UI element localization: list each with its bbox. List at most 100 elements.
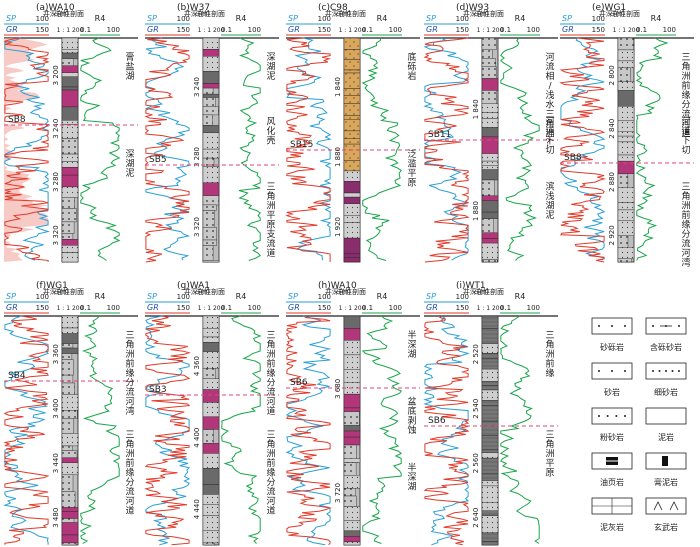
annotation: 三角洲平原 bbox=[545, 431, 554, 479]
depth-tick: 1 880 bbox=[334, 147, 342, 167]
sp-range-max: 100 bbox=[456, 293, 469, 301]
sp-curve bbox=[423, 37, 470, 261]
legend-item: 油页岩 bbox=[591, 452, 633, 487]
annotation-text: 风化壳 bbox=[266, 117, 275, 147]
panel-h: (h)WA10 SP GR 100 150 井深(m)岩性剖面 1 : 1 200 R4 0.1… bbox=[285, 281, 420, 546]
gr-range-max: 150 bbox=[592, 26, 605, 34]
surface-label: SB4 bbox=[8, 371, 26, 381]
well-depth-label: 井深(m) bbox=[463, 287, 490, 296]
panels-layer: (a)WA10 SP GR 100 150 井深(m) 岩性剖面 1 : 1 200 R4 0.1… bbox=[3, 3, 694, 546]
sp-curve bbox=[4, 37, 50, 261]
depth-tick: 3 400 bbox=[52, 399, 60, 419]
annotation: 风化壳 bbox=[266, 117, 275, 147]
gr-range-max: 150 bbox=[36, 26, 49, 34]
panel-title: (a)WA10 bbox=[36, 3, 75, 13]
sp-curve bbox=[423, 315, 470, 546]
annotation-text: 河道下切 bbox=[681, 116, 690, 156]
panel-title: (f)WG1 bbox=[36, 281, 68, 291]
sp-curve bbox=[3, 315, 49, 545]
panel-title: (g)WA1 bbox=[177, 281, 210, 291]
gr-label: GR bbox=[426, 303, 438, 312]
legend-swatch bbox=[591, 407, 633, 425]
gr-label: GR bbox=[288, 303, 300, 312]
depth-tick: 2 840 bbox=[608, 119, 616, 139]
sp-label: SP bbox=[288, 14, 298, 23]
depth-tick: 3 280 bbox=[52, 172, 60, 192]
r4-curve bbox=[221, 315, 262, 544]
scale-label: 1 : 1 200 bbox=[613, 27, 640, 34]
gr-curve bbox=[423, 315, 470, 546]
lithology-column bbox=[61, 315, 79, 546]
r4-label: R4 bbox=[236, 292, 247, 301]
annotation: 半深湖 bbox=[407, 462, 416, 493]
legend-swatch bbox=[645, 497, 687, 515]
sp-label: SP bbox=[288, 292, 298, 301]
legend-item: 含砾砂岩 bbox=[645, 317, 687, 352]
gr-range-max: 150 bbox=[36, 304, 49, 312]
legend-label: 砂砾岩 bbox=[600, 342, 624, 352]
annotation: 滨浅湖泥 bbox=[545, 180, 554, 221]
annotation-text: 河道下切 bbox=[545, 116, 554, 156]
well-depth-label: 井深(m) bbox=[43, 287, 70, 296]
annotation-text: 深湖泥 bbox=[125, 149, 134, 179]
gr-label: GR bbox=[426, 25, 438, 34]
gr-curve bbox=[285, 315, 333, 546]
scale-label: 1 : 1 200 bbox=[339, 27, 366, 34]
r4-label: R4 bbox=[651, 14, 662, 23]
sp-label: SP bbox=[147, 14, 157, 23]
annotation-text: 三角洲前缘分流河道 bbox=[681, 53, 690, 139]
r4-range-max: 100 bbox=[107, 304, 120, 312]
sp-range-max: 100 bbox=[318, 293, 331, 301]
sp-range-max: 100 bbox=[592, 15, 605, 23]
gr-label: GR bbox=[6, 25, 18, 34]
legend-item: 砂砾岩 bbox=[591, 317, 633, 352]
annotation-text: 三角洲前缘分流河道 bbox=[266, 331, 275, 417]
annotation-text: 三角洲前缘分流河湾 bbox=[125, 331, 134, 417]
r4-range-min: 0.1 bbox=[500, 26, 511, 34]
sp-curve bbox=[560, 37, 606, 261]
lithology-column bbox=[61, 37, 79, 263]
surface-label: SB5 bbox=[149, 155, 167, 165]
well-depth-label: 井深(m) bbox=[184, 9, 211, 18]
panel-a: (a)WA10 SP GR 100 150 井深(m)岩性剖面 1 : 1 200 R4 0.1… bbox=[3, 3, 138, 263]
r4-curve bbox=[635, 37, 669, 261]
depth-tick: 3 680 bbox=[334, 379, 342, 399]
legend-label: 油页岩 bbox=[600, 477, 624, 487]
annotation: 三角洲前缘分流河湾 bbox=[125, 331, 134, 417]
r4-range-min: 0.1 bbox=[221, 26, 232, 34]
scale-label: 1 : 1 200 bbox=[198, 27, 225, 34]
gr-label: GR bbox=[147, 303, 159, 312]
gr-range-max: 150 bbox=[318, 26, 331, 34]
depth-tick: 4 400 bbox=[193, 428, 201, 448]
annotation: 深湖泥 bbox=[266, 52, 275, 82]
legend-item: 粉砂岩 bbox=[591, 407, 633, 442]
scale-label: 1 : 1 200 bbox=[339, 305, 366, 312]
annotation-text: 膏盐湖 bbox=[125, 51, 134, 82]
sp-label: SP bbox=[147, 292, 157, 301]
annotation-text: 盆底剥蚀 bbox=[407, 395, 416, 436]
lith-label: 岩性剖面 bbox=[56, 9, 84, 18]
scale-label: 1 : 1 200 bbox=[477, 305, 504, 312]
r4-label: R4 bbox=[377, 292, 388, 301]
surface-label: SB15 bbox=[290, 140, 313, 150]
sp-curve bbox=[286, 37, 332, 261]
legend-label: 泥灰岩 bbox=[600, 522, 624, 532]
r4-range-max: 100 bbox=[389, 304, 402, 312]
well-depth-label: 井深(m) bbox=[184, 287, 211, 296]
surface-label: SB3 bbox=[149, 385, 167, 395]
r4-range-max: 100 bbox=[248, 26, 261, 34]
surface-label: SB6 bbox=[428, 416, 446, 426]
well-depth-label: 井深(m) bbox=[325, 9, 352, 18]
panel-title: (i)WT1 bbox=[456, 281, 486, 291]
annotation-text: 三角洲前缘 bbox=[545, 331, 554, 379]
well-depth-label: 井深(m) bbox=[325, 287, 352, 296]
gr-curve bbox=[144, 315, 191, 546]
depth-tick: 3 480 bbox=[52, 508, 60, 528]
gr-curve bbox=[423, 37, 470, 263]
depth-tick: 2 560 bbox=[472, 453, 480, 473]
annotation: 三角洲平原支流道 bbox=[266, 182, 275, 258]
gr-range-max: 150 bbox=[177, 26, 190, 34]
r4-range-max: 100 bbox=[527, 304, 540, 312]
